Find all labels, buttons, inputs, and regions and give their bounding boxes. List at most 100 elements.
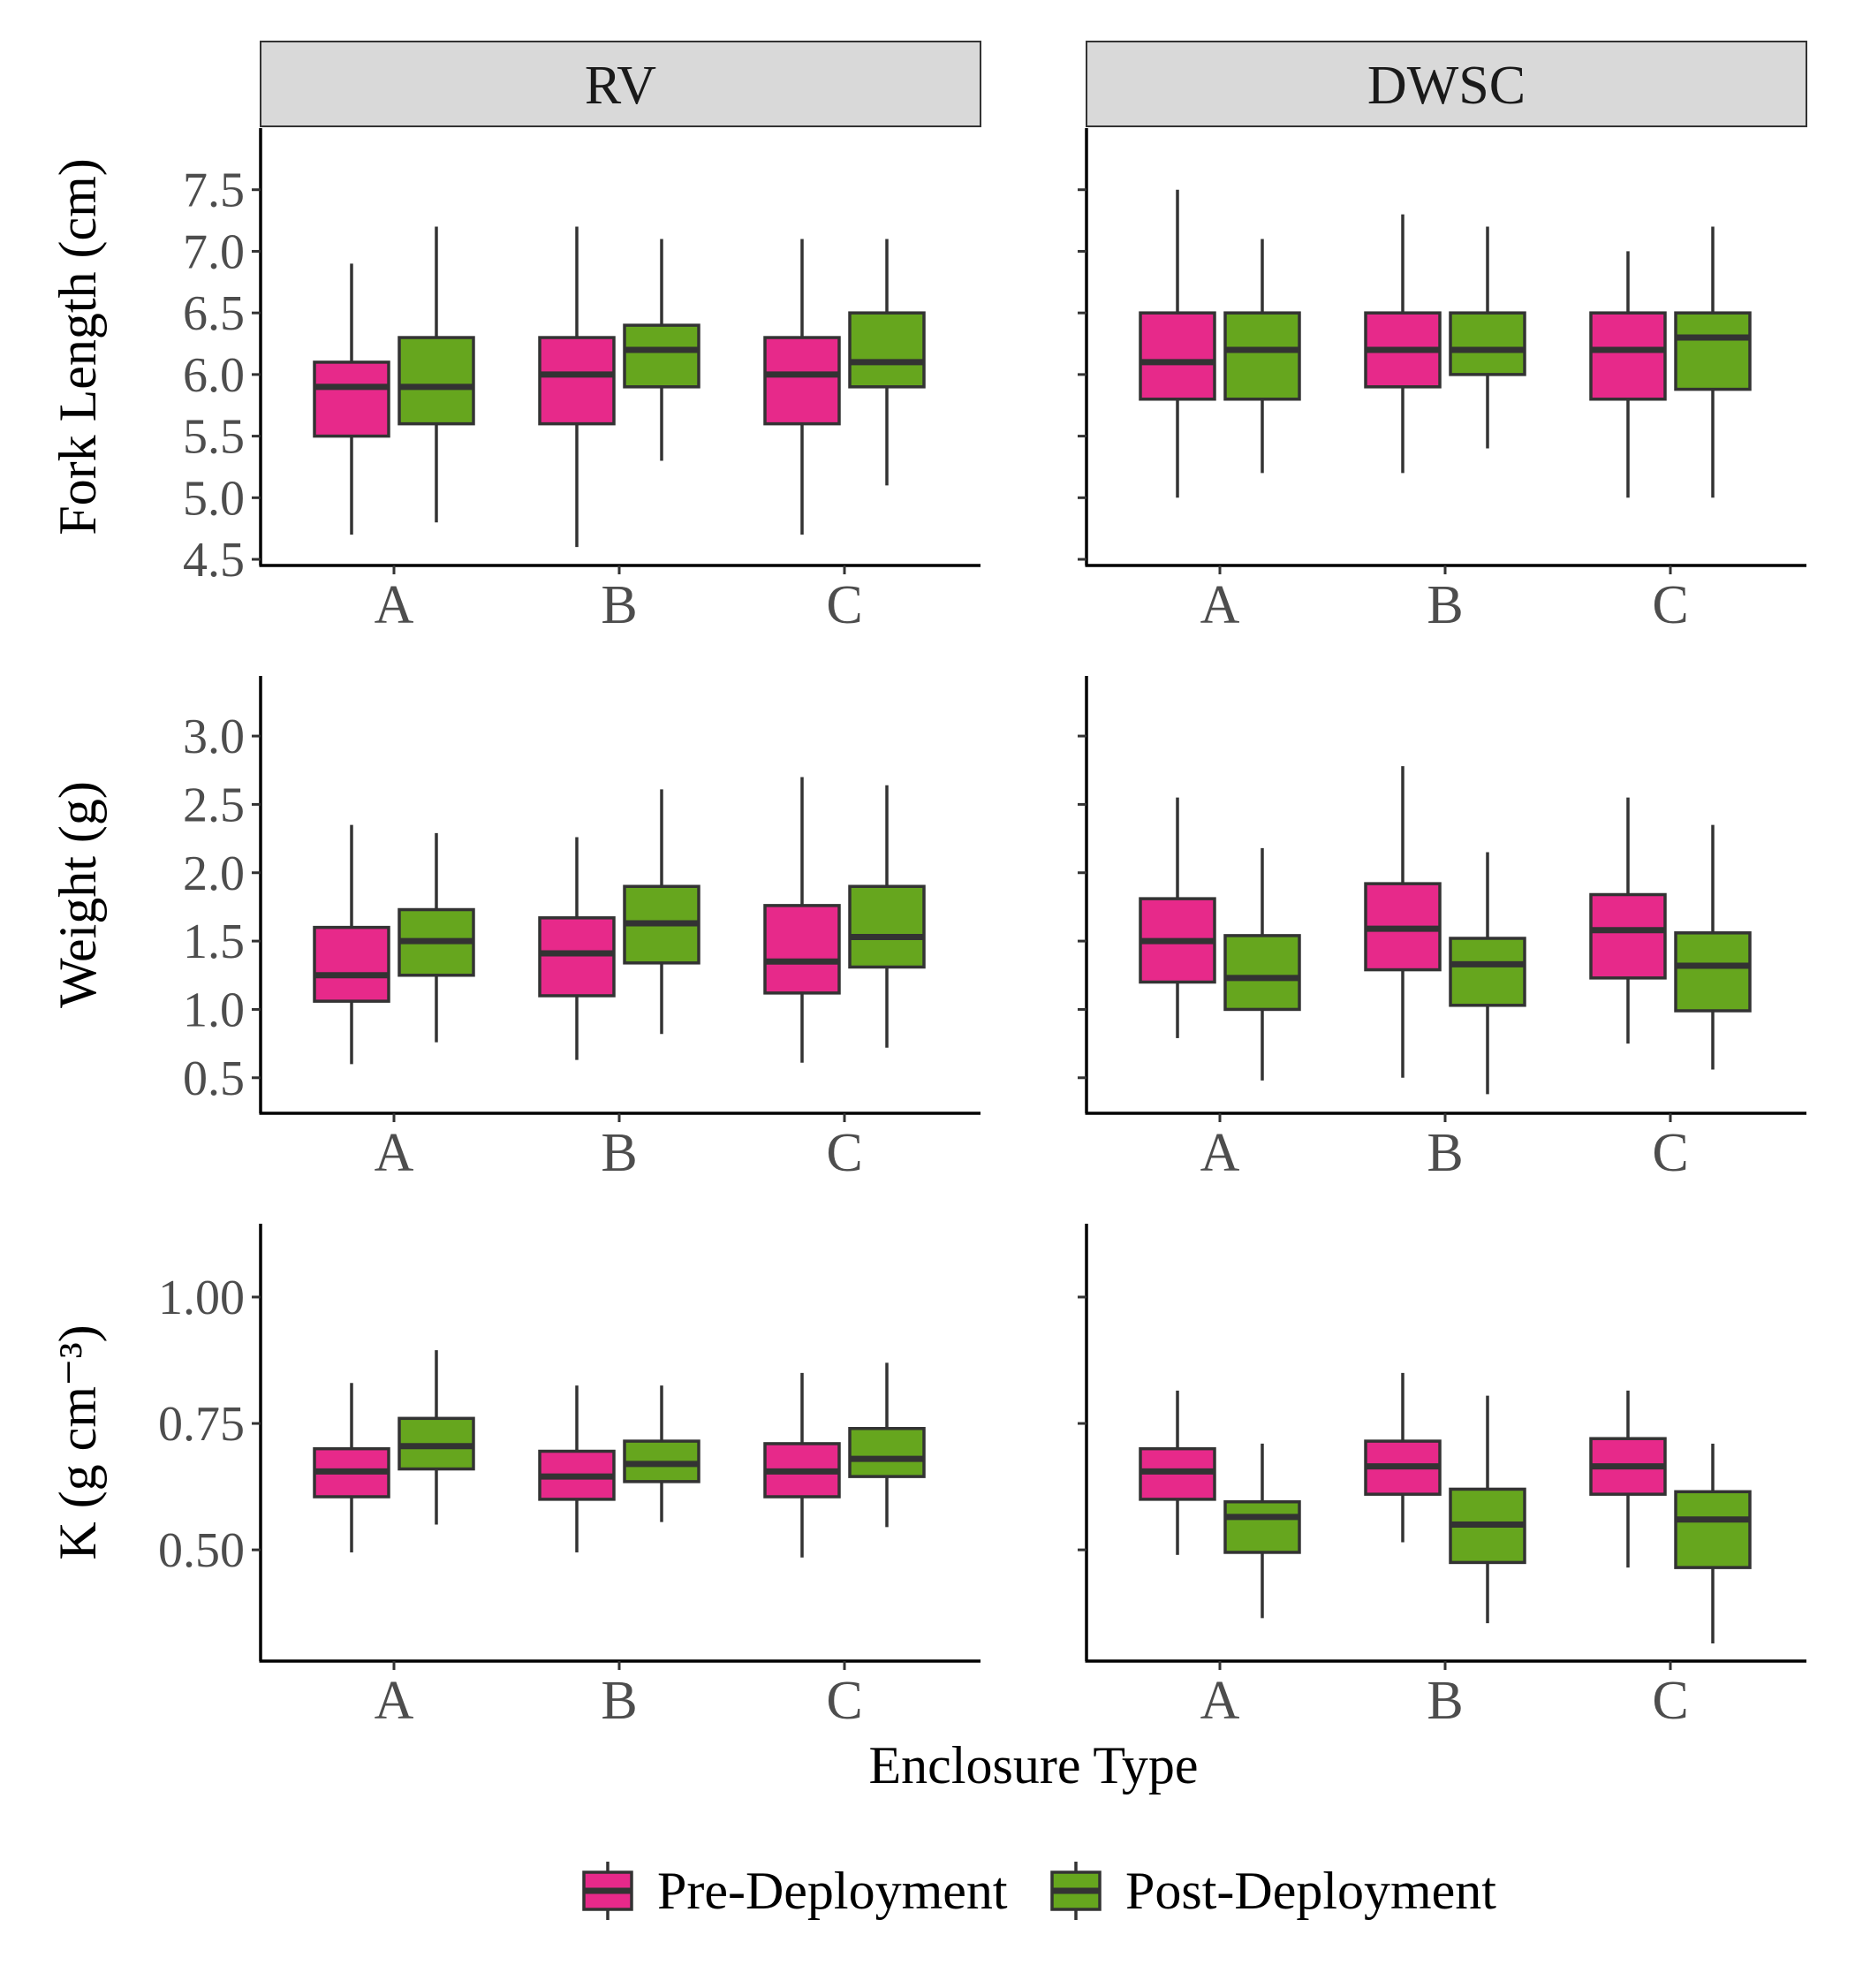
- box-iqr: [1449, 937, 1526, 1007]
- x-tick-label: A: [375, 1671, 414, 1731]
- box-iqr: [1449, 311, 1526, 376]
- box-iqr: [1674, 1490, 1752, 1569]
- box-iqr: [1223, 1499, 1301, 1554]
- legend-item-post-deployment: Post-Deployment: [1050, 1862, 1496, 1920]
- box-post-deployment-b: [1449, 226, 1526, 449]
- x-tick-label: B: [1427, 1123, 1463, 1183]
- y-tick-label: 1.0: [183, 983, 245, 1037]
- y-axis-label: K (g cm⁻³): [49, 1324, 107, 1559]
- box-iqr: [1589, 311, 1667, 401]
- box-post-deployment-c: [1674, 226, 1752, 498]
- box-post-deployment-c: [1674, 1443, 1752, 1643]
- facet-strip-label: RV: [585, 56, 656, 116]
- legend-label: Post-Deployment: [1125, 1862, 1496, 1920]
- x-tick-label: C: [1652, 1671, 1688, 1731]
- box-iqr: [1589, 892, 1667, 980]
- box-iqr: [848, 311, 926, 389]
- box-iqr: [1223, 934, 1301, 1012]
- box-pre-deployment-b: [1364, 214, 1442, 474]
- box-pre-deployment-b: [538, 837, 616, 1060]
- box-post-deployment-a: [398, 1350, 475, 1525]
- panel-0-rv: 4.5 5.0 5.5 6.0 6.5 7.0 7.5 A B C: [183, 128, 980, 635]
- legend-item-pre-deployment: Pre-Deployment: [582, 1862, 1008, 1920]
- box-iqr: [1139, 311, 1216, 401]
- panel-2-rv: 0.50 0.75 1.00 A B C: [158, 1224, 980, 1731]
- box-post-deployment-b: [1449, 852, 1526, 1095]
- box-pre-deployment-c: [763, 239, 841, 535]
- x-tick-label: A: [1200, 1123, 1240, 1183]
- panel-2-dwsc: A B C: [1078, 1224, 1806, 1731]
- box-iqr: [623, 323, 700, 389]
- y-tick-label: 3.0: [183, 709, 245, 764]
- box-iqr: [313, 360, 390, 438]
- x-tick-label: C: [826, 1123, 862, 1183]
- box-post-deployment-a: [398, 832, 475, 1043]
- y-tick-label: 7.5: [183, 163, 245, 218]
- panel-1-rv: 0.5 1.0 1.5 2.0 2.5 3.0 A B C: [183, 676, 980, 1183]
- x-tick-label: A: [1200, 575, 1240, 635]
- panel-0-dwsc: A B C: [1078, 128, 1806, 635]
- facet-strip-dwsc: DWSC: [1086, 41, 1807, 127]
- box-pre-deployment-b: [538, 226, 616, 548]
- box-pre-deployment-c: [1589, 251, 1667, 498]
- box-iqr: [538, 336, 616, 426]
- box-post-deployment-a: [1223, 239, 1301, 474]
- x-tick-label: B: [601, 1671, 637, 1731]
- box-pre-deployment-b: [1364, 1372, 1442, 1543]
- y-tick-label: 2.5: [183, 778, 245, 832]
- y-tick-label: 0.75: [158, 1397, 245, 1452]
- x-tick-label: C: [826, 1671, 862, 1731]
- box-iqr: [763, 904, 841, 995]
- y-axis-label: Weight (g): [49, 781, 107, 1008]
- y-tick-label: 5.5: [183, 410, 245, 465]
- box-iqr: [848, 884, 926, 969]
- box-iqr: [1223, 311, 1301, 401]
- legend: Pre-Deployment Post-Deployment: [582, 1862, 1496, 1920]
- facet-strip-background: [260, 41, 981, 127]
- box-post-deployment-b: [1449, 1395, 1526, 1624]
- y-tick-label: 0.5: [183, 1051, 245, 1106]
- x-tick-label: B: [601, 575, 637, 635]
- y-tick-label: 4.5: [183, 533, 245, 588]
- box-post-deployment-c: [848, 239, 926, 486]
- box-post-deployment-b: [623, 1385, 700, 1522]
- box-pre-deployment-c: [1589, 797, 1667, 1044]
- box-pre-deployment-a: [1139, 1390, 1216, 1555]
- box-pre-deployment-c: [763, 777, 841, 1063]
- box-post-deployment-c: [1674, 824, 1752, 1070]
- box-iqr: [1674, 931, 1752, 1013]
- x-tick-label: C: [826, 575, 862, 635]
- box-post-deployment-b: [623, 789, 700, 1035]
- box-post-deployment-a: [1223, 847, 1301, 1081]
- x-tick-label: A: [375, 575, 414, 635]
- box-post-deployment-c: [848, 1362, 926, 1528]
- facet-strip-label: DWSC: [1367, 56, 1526, 116]
- x-tick-label: B: [1427, 575, 1463, 635]
- x-tick-label: C: [1652, 575, 1688, 635]
- box-iqr: [1674, 311, 1752, 391]
- y-tick-label: 6.5: [183, 286, 245, 341]
- y-tick-label: 5.0: [183, 471, 245, 526]
- box-post-deployment-c: [848, 785, 926, 1048]
- panel-1-dwsc: A B C: [1078, 676, 1806, 1183]
- box-pre-deployment-a: [313, 824, 390, 1065]
- box-iqr: [848, 1427, 926, 1478]
- x-axis-label: Enclosure Type: [869, 1736, 1199, 1795]
- box-pre-deployment-a: [313, 1383, 390, 1552]
- box-pre-deployment-a: [313, 263, 390, 535]
- y-tick-label: 6.0: [183, 348, 245, 403]
- legend-label: Pre-Deployment: [657, 1862, 1008, 1920]
- x-tick-label: A: [1200, 1671, 1240, 1731]
- box-iqr: [398, 336, 475, 426]
- box-iqr: [763, 336, 841, 426]
- y-tick-label: 7.0: [183, 224, 245, 279]
- box-post-deployment-a: [398, 226, 475, 523]
- facet-strip-background: [1086, 41, 1807, 127]
- y-axis-label: Fork Length (cm): [49, 158, 107, 535]
- box-iqr: [313, 925, 390, 1003]
- y-tick-label: 1.00: [158, 1271, 245, 1325]
- box-post-deployment-b: [623, 239, 700, 461]
- y-tick-label: 1.5: [183, 914, 245, 969]
- box-pre-deployment-b: [1364, 766, 1442, 1078]
